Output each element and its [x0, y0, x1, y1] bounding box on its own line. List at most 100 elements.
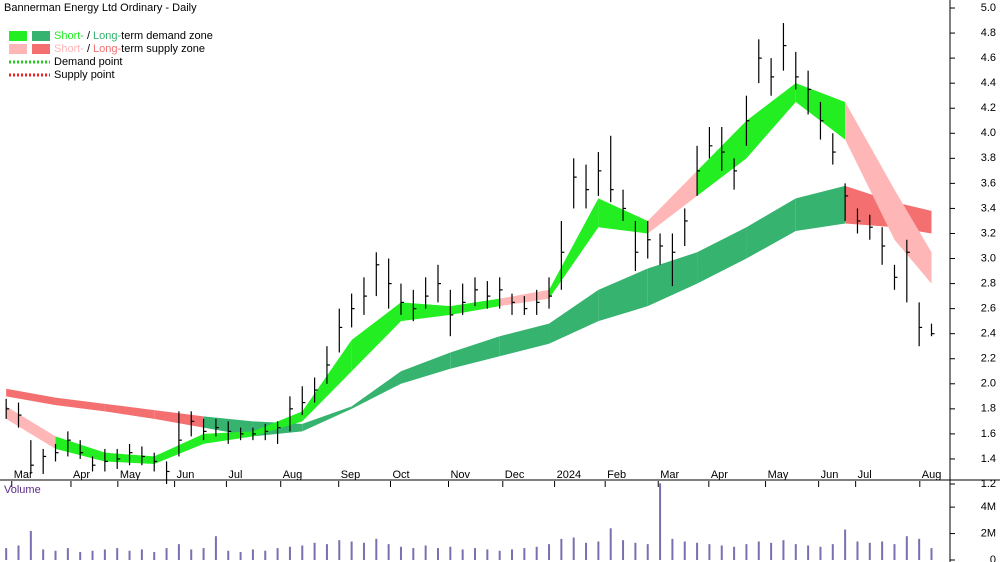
volume-bar [54, 550, 57, 560]
volume-bar [424, 545, 427, 560]
volume-bar [523, 548, 526, 560]
x-tick-label: May [120, 469, 141, 481]
legend-label: Supply point [54, 69, 115, 81]
y-tick-label: 3.0 [981, 252, 996, 264]
y-tick-label: 1.2 [981, 478, 996, 490]
x-tick-label: Oct [393, 469, 410, 481]
volume-bar [288, 546, 291, 560]
volume-bar [819, 546, 822, 560]
long-term-zone [598, 268, 648, 322]
y-tick-label: 2.2 [981, 353, 996, 365]
x-tick-label: Apr [73, 469, 90, 481]
legend-text: Short- [54, 43, 84, 55]
long-term-zone [104, 403, 155, 419]
long-term-zone [450, 336, 500, 369]
volume-tick-label: 4M [981, 501, 996, 513]
volume-bar [264, 550, 267, 560]
y-tick-label: 1.6 [981, 428, 996, 440]
volume-bar [844, 529, 847, 560]
volume-bar [276, 548, 279, 560]
volume-bar [387, 544, 390, 560]
long-term-zone [400, 352, 451, 384]
legend-swatch [32, 44, 50, 54]
x-tick-label: Jun [177, 469, 195, 481]
x-tick-label: Feb [607, 469, 626, 481]
short-term-zone [845, 101, 895, 240]
chart-title: Bannerman Energy Ltd Ordinary - Daily [4, 2, 197, 14]
volume-bar [461, 549, 464, 560]
legend-text: Long- [93, 30, 121, 42]
y-tick-label: 4.0 [981, 127, 996, 139]
volume-bar [227, 550, 230, 560]
x-tick-label: 2024 [557, 469, 581, 481]
volume-bar [436, 548, 439, 560]
volume-bar [239, 552, 242, 560]
volume-bar [856, 541, 859, 560]
y-tick-label: 2.0 [981, 378, 996, 390]
short-term-zone [647, 170, 698, 234]
y-tick-label: 2.6 [981, 303, 996, 315]
volume-bar [868, 542, 871, 560]
volume-bar [190, 549, 193, 560]
volume-bar [745, 544, 748, 560]
y-tick-label: 4.4 [981, 77, 996, 89]
legend-swatch [9, 44, 27, 54]
volume-bar [165, 548, 168, 560]
volume-bar [535, 546, 538, 560]
y-tick-label: 5.0 [981, 2, 996, 14]
volume-bar [128, 550, 131, 560]
volume-bar [807, 545, 810, 560]
volume-bar [91, 550, 94, 560]
volume-tick-label: 2M [981, 527, 996, 539]
volume-bar [794, 544, 797, 560]
legend-label: Short- / Long-term demand zone [54, 30, 213, 42]
volume-bar [375, 538, 378, 560]
long-term-zone [55, 397, 105, 412]
volume-title: Volume [4, 484, 41, 496]
y-tick-label: 1.4 [981, 453, 996, 465]
long-term-zone [549, 289, 599, 344]
volume-bar [733, 546, 736, 560]
volume-bar [66, 548, 69, 560]
y-tick-label: 2.8 [981, 277, 996, 289]
volume-bar [930, 548, 933, 560]
volume-bar [338, 540, 341, 560]
long-term-zone [6, 388, 56, 406]
volume-bar [622, 540, 625, 560]
x-tick-label: Dec [505, 469, 525, 481]
volume-bar [646, 544, 649, 560]
y-tick-label: 1.8 [981, 403, 996, 415]
legend-label: Demand point [54, 56, 123, 68]
volume-bar [362, 542, 365, 560]
short-term-zone [351, 302, 401, 372]
volume-bar [511, 549, 514, 560]
volume-bar [42, 549, 45, 560]
y-tick-label: 3.2 [981, 227, 996, 239]
legend-text: Short- [54, 30, 84, 42]
volume-bar [708, 544, 711, 560]
volume-bar [103, 549, 106, 560]
y-tick-label: 4.8 [981, 27, 996, 39]
volume-bar [313, 542, 316, 560]
volume-bar [918, 538, 921, 560]
y-tick-label: 3.6 [981, 177, 996, 189]
volume-bar [17, 545, 20, 560]
volume-bar [757, 541, 760, 560]
volume-bar [548, 544, 551, 560]
legend-text: / [87, 30, 91, 42]
x-tick-label: Mar [14, 469, 33, 481]
volume-bar [498, 550, 501, 560]
long-term-zone [697, 227, 747, 284]
y-tick-label: 4.2 [981, 102, 996, 114]
long-term-zone [499, 323, 550, 357]
volume-bar [696, 542, 699, 560]
volume-bar [350, 541, 353, 560]
volume-bar [585, 542, 588, 560]
volume-bar [905, 536, 908, 560]
y-tick-label: 4.6 [981, 52, 996, 64]
legend-swatch [9, 31, 27, 41]
volume-bar [412, 548, 415, 560]
volume-bar [449, 546, 452, 560]
volume-bar [474, 548, 476, 560]
